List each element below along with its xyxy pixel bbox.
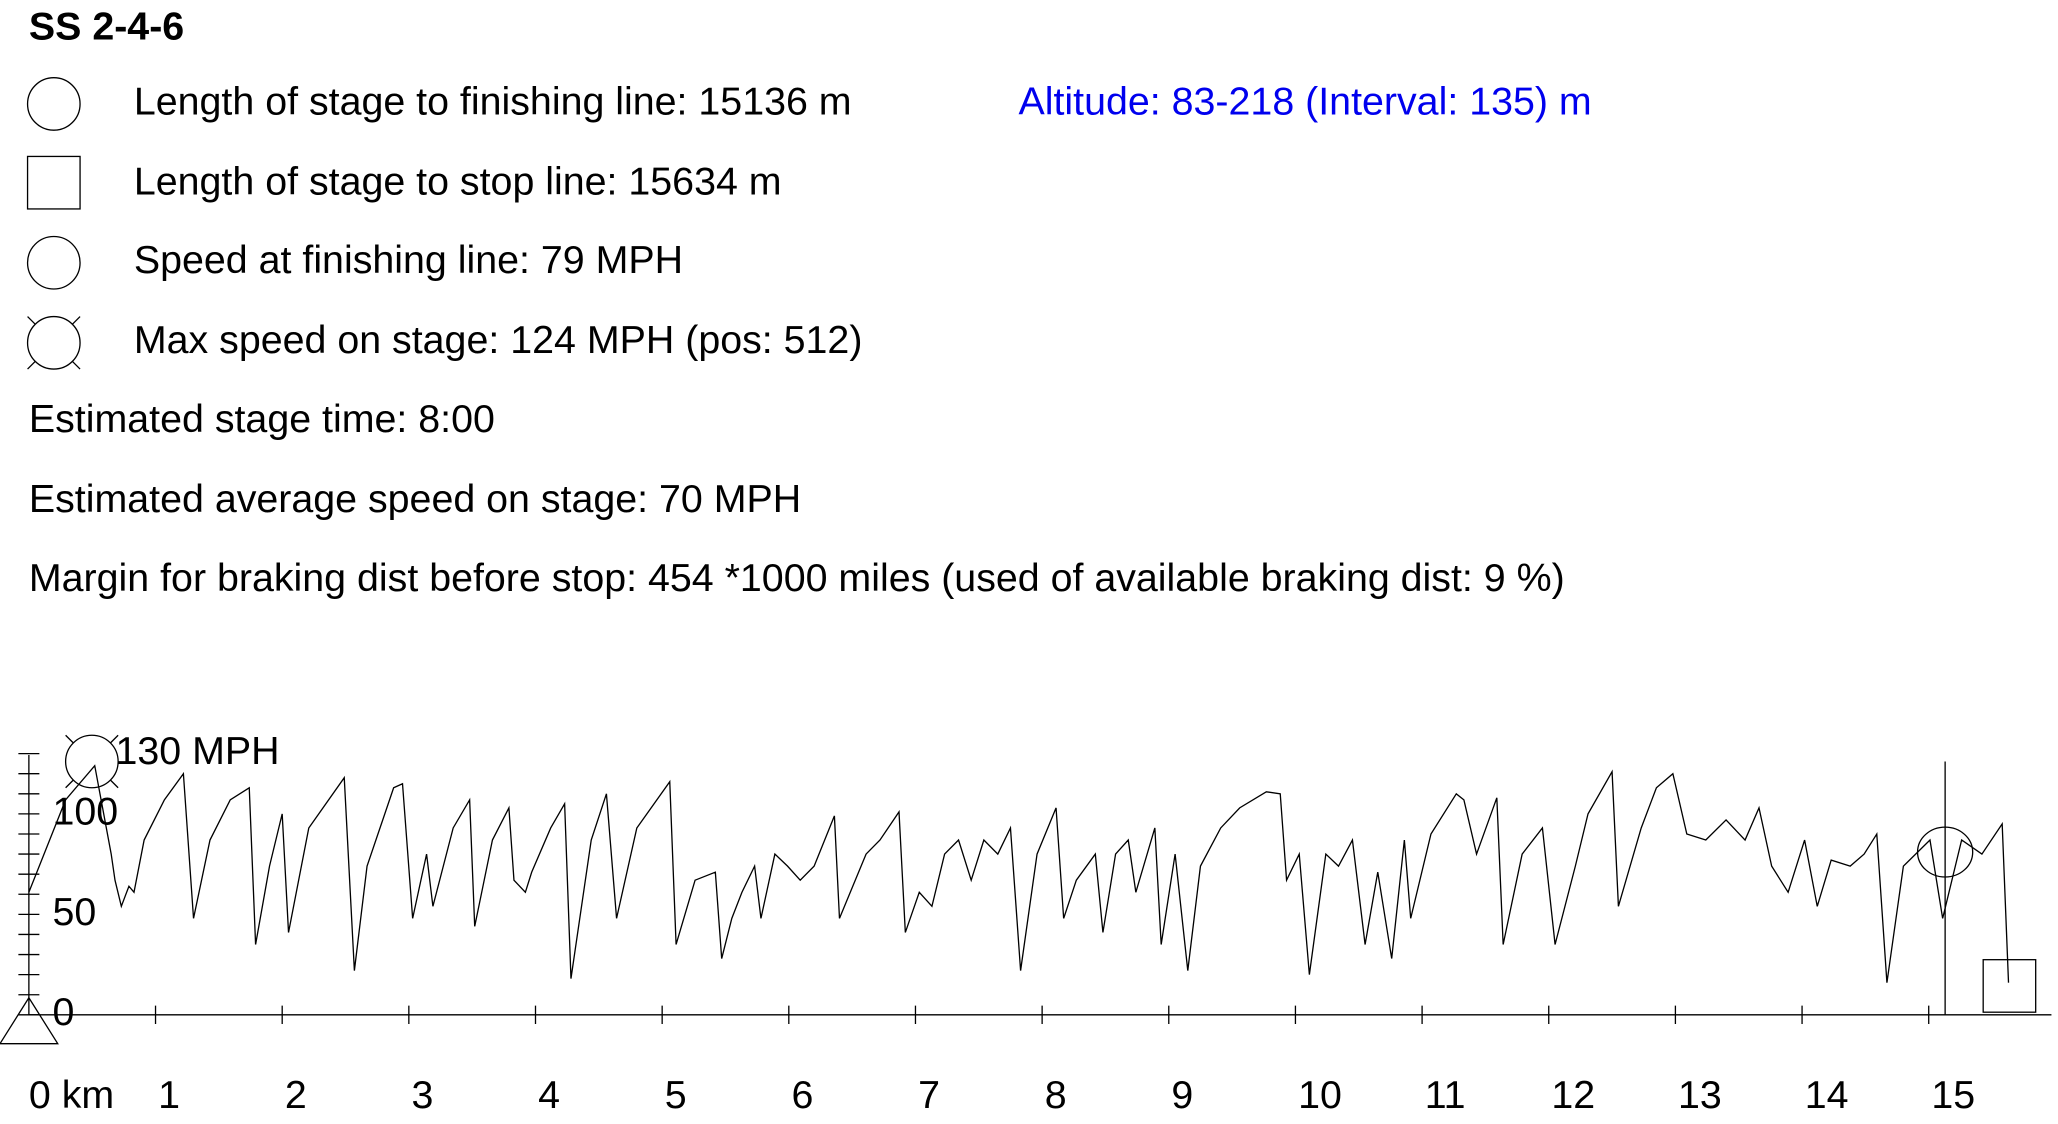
y-tick-label: 50 (53, 890, 97, 934)
note: Estimated average speed on stage: 70 MPH (29, 477, 801, 521)
y-tick-label: 130 MPH (116, 729, 280, 773)
stop-marker (1982, 959, 2037, 1013)
x-tick-label: 2 (285, 1073, 307, 1117)
x-tick-label: 9 (1171, 1073, 1193, 1117)
y-tick-label: 0 (53, 990, 75, 1034)
x-tick-label: 1 (158, 1073, 180, 1117)
legend-text: Length of stage to stop line: 15634 m (134, 159, 782, 203)
x-tick-label: 8 (1045, 1073, 1067, 1117)
x-tick-label: 7 (918, 1073, 940, 1117)
x-tick-label: 5 (665, 1073, 687, 1117)
y-tick-label: 100 (53, 789, 119, 833)
x-tick-label: 6 (791, 1073, 813, 1117)
x-tick-label: 14 (1805, 1073, 1849, 1117)
x-tick-label: 11 (1425, 1073, 1466, 1117)
note: Margin for braking dist before stop: 454… (29, 556, 1565, 600)
chart-title: SS 2-4-6 (29, 5, 184, 49)
legend-text: Length of stage to finishing line: 15136… (134, 79, 852, 123)
x-tick-label: 10 (1298, 1073, 1342, 1117)
x-tick-label: 12 (1551, 1073, 1595, 1117)
x-tick-label: 13 (1678, 1073, 1722, 1117)
legend-text: Speed at finishing line: 79 MPH (134, 238, 683, 282)
x-tick-label: 3 (411, 1073, 433, 1117)
speed-line (28, 764, 2010, 983)
note: Estimated stage time: 8:00 (29, 397, 495, 441)
x-tick-label: 15 (1931, 1073, 1975, 1117)
finish-icon (26, 77, 81, 131)
stop-icon (26, 155, 81, 210)
altitude-text: Altitude: 83-218 (Interval: 135) m (1019, 79, 1592, 123)
start-marker (0, 996, 59, 1045)
max-speed-marker (64, 734, 119, 789)
max-speed-icon (26, 315, 81, 370)
x-tick-label: 4 (538, 1073, 560, 1117)
legend-text: Max speed on stage: 124 MPH (pos: 512) (134, 318, 863, 362)
speed-icon (26, 235, 81, 290)
x-tick-label: 0 km (29, 1073, 114, 1117)
